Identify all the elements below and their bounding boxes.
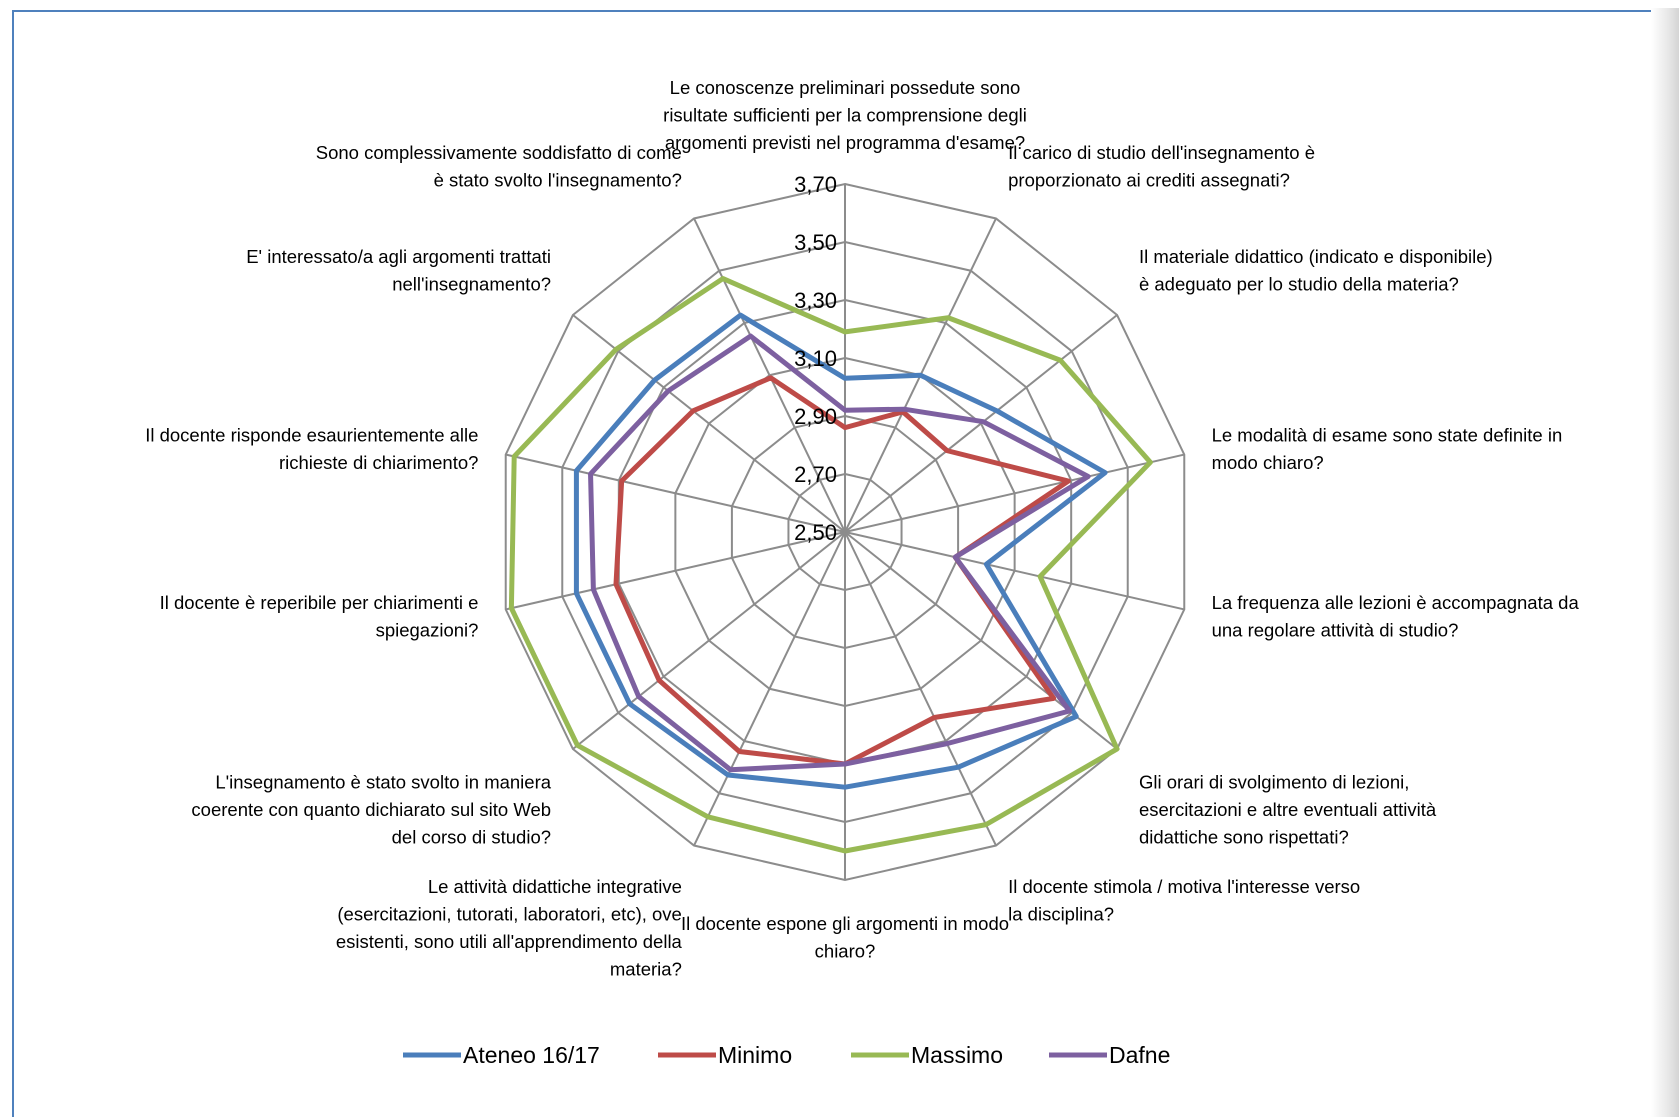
- radar-series: [508, 276, 1153, 854]
- tick-label: 2,50: [794, 520, 837, 545]
- category-label-text: Le modalità di esame sono state definite…: [1212, 424, 1563, 473]
- grid-spoke: [572, 314, 846, 533]
- category-label-line: chiaro?: [815, 941, 876, 962]
- category-label-line: è stato svolto l'insegnamento?: [434, 169, 682, 190]
- category-label-text: L'insegnamento è stato svolto in maniera…: [191, 771, 551, 847]
- category-labels: Le conoscenze preliminari possedute sono…: [145, 77, 1579, 979]
- category-label-line: nell'insegnamento?: [392, 274, 551, 295]
- category-label-text: Le conoscenze preliminari possedute sono…: [663, 77, 1027, 153]
- category-label-line: Il carico di studio dell'insegnamento è: [1008, 142, 1315, 163]
- tick-label: 3,30: [794, 288, 837, 313]
- category-label-text: E' interessato/a agli argomenti trattati…: [246, 246, 551, 295]
- legend-label: Dafne: [1109, 1042, 1170, 1068]
- grid-spoke: [505, 531, 846, 611]
- category-label-line: una regolare attività di studio?: [1212, 619, 1459, 640]
- category-label: Il docente risponde esaurientemente alle…: [145, 424, 478, 473]
- category-label: Sono complessivamente soddisfatto di com…: [316, 142, 682, 191]
- legend: Ateneo 16/17 Minimo Massimo Dafne: [403, 1042, 1170, 1068]
- category-label-line: L'insegnamento è stato svolto in maniera: [215, 771, 551, 792]
- series-line-dafne: [588, 333, 1091, 773]
- category-label-line: la disciplina?: [1008, 903, 1114, 924]
- category-label: Il materiale didattico (indicato e dispo…: [1139, 246, 1493, 295]
- legend-item: Ateneo 16/17: [403, 1042, 600, 1068]
- grid-spoke: [693, 218, 846, 533]
- legend-item: Dafne: [1049, 1042, 1170, 1068]
- radial-axis-ticks: 2,50 2,70 2,90 3,10 3,30 3,50 3,70: [794, 172, 837, 545]
- category-label-line: argomenti previsti nel programma d'esame…: [665, 132, 1025, 153]
- category-label-line: Le modalità di esame sono state definite…: [1212, 424, 1563, 445]
- category-label: Le modalità di esame sono state definite…: [1212, 424, 1563, 473]
- series-line-ateneo-16-17: [573, 312, 1108, 790]
- category-label-line: Il docente stimola / motiva l'interesse …: [1008, 876, 1360, 897]
- category-label-line: didattiche sono rispettati?: [1139, 826, 1349, 847]
- category-label-line: Gli orari di svolgimento di lezioni,: [1139, 771, 1409, 792]
- legend-item: Minimo: [658, 1042, 792, 1068]
- series-line-massimo: [508, 276, 1153, 854]
- category-label-text: Il docente stimola / motiva l'interesse …: [1008, 876, 1360, 925]
- grid-spoke: [572, 531, 846, 750]
- legend-item: Massimo: [851, 1042, 1003, 1068]
- category-label-text: Il docente risponde esaurientemente alle…: [145, 424, 478, 473]
- category-label-line: Le attività didattiche integrative: [428, 876, 682, 897]
- category-label: Il docente espone gli argomenti in modo c…: [681, 913, 1009, 962]
- category-label-text: Il carico di studio dell'insegnamento è p…: [1008, 142, 1315, 191]
- legend-label: Massimo: [911, 1042, 1003, 1068]
- grid-spoke: [844, 531, 1185, 611]
- category-label: Le conoscenze preliminari possedute sono…: [663, 77, 1027, 153]
- tick-label: 3,50: [794, 230, 837, 255]
- category-label-line: esistenti, sono utili all'apprendimento …: [336, 931, 683, 952]
- category-label-text: Il materiale didattico (indicato e dispo…: [1139, 246, 1493, 295]
- category-label-line: risultate sufficienti per la comprension…: [663, 105, 1027, 126]
- category-label-text: La frequenza alle lezioni è accompagnata…: [1212, 592, 1580, 641]
- legend-label: Ateneo 16/17: [463, 1042, 600, 1068]
- category-label-line: Le conoscenze preliminari possedute sono: [670, 77, 1021, 98]
- category-label-line: (esercitazioni, tutorati, laboratori, et…: [337, 903, 681, 924]
- category-label-line: Il docente espone gli argomenti in modo: [681, 913, 1009, 934]
- category-label: La frequenza alle lezioni è accompagnata…: [1212, 592, 1580, 641]
- category-label-text: Gli orari di svolgimento di lezioni, eser…: [1139, 771, 1437, 847]
- category-label: L'insegnamento è stato svolto in maniera…: [191, 771, 551, 847]
- category-label-text: Il docente è reperibile per chiarimenti …: [160, 592, 479, 641]
- category-label: Il docente è reperibile per chiarimenti …: [160, 592, 479, 641]
- tick-label: 3,70: [794, 172, 837, 197]
- category-label-line: Il docente risponde esaurientemente alle: [145, 424, 478, 445]
- category-label-text: Il docente espone gli argomenti in modo c…: [681, 913, 1009, 962]
- category-label: Gli orari di svolgimento di lezioni, eser…: [1139, 771, 1437, 847]
- tick-label: 3,10: [794, 346, 837, 371]
- category-label-text: Sono complessivamente soddisfatto di com…: [316, 142, 682, 191]
- category-label: Il docente stimola / motiva l'interesse …: [1008, 876, 1360, 925]
- grid-spoke: [505, 453, 846, 533]
- category-label-line: richieste di chiarimento?: [279, 452, 478, 473]
- category-label-line: materia?: [610, 958, 682, 979]
- grid-spoke: [844, 531, 997, 846]
- category-label-line: è adeguato per lo studio della materia?: [1139, 274, 1459, 295]
- tick-label: 2,90: [794, 404, 837, 429]
- legend-label: Minimo: [718, 1042, 792, 1068]
- category-label: Le attività didattiche integrative (eserc…: [336, 876, 683, 980]
- category-label-line: esercitazioni e altre eventuali attività: [1139, 799, 1437, 820]
- category-label: E' interessato/a agli argomenti trattati…: [246, 246, 551, 295]
- window-edge: [1651, 8, 1679, 1117]
- category-label-line: spiegazioni?: [376, 619, 479, 640]
- category-label-line: del corso di studio?: [392, 826, 551, 847]
- grid-spoke: [693, 531, 846, 846]
- category-label-line: E' interessato/a agli argomenti trattati: [246, 246, 551, 267]
- category-label-line: Il materiale didattico (indicato e dispo…: [1139, 246, 1493, 267]
- category-label-line: proporzionato ai crediti assegnati?: [1008, 169, 1290, 190]
- category-label: Il carico di studio dell'insegnamento è p…: [1008, 142, 1315, 191]
- category-label-text: Le attività didattiche integrative (eserc…: [336, 876, 683, 980]
- category-label-line: Sono complessivamente soddisfatto di com…: [316, 142, 682, 163]
- grid-spoke: [844, 453, 1185, 533]
- category-label-line: modo chiaro?: [1212, 452, 1324, 473]
- category-label-line: coerente con quanto dichiarato sul sito …: [191, 799, 551, 820]
- tick-label: 2,70: [794, 462, 837, 487]
- category-label-line: Il docente è reperibile per chiarimenti …: [160, 592, 479, 613]
- category-label-line: La frequenza alle lezioni è accompagnata…: [1212, 592, 1580, 613]
